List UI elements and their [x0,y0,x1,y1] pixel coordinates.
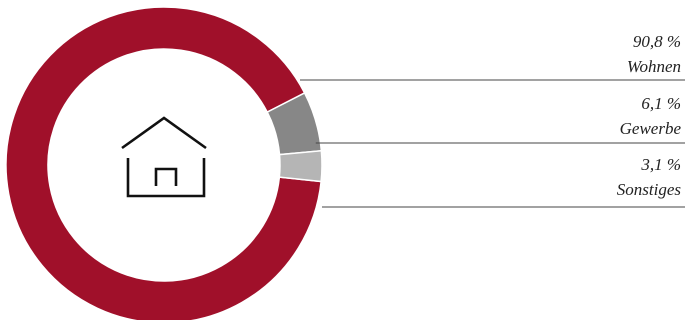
leader-lines [300,79,685,208]
category-label-wohnen: Wohnen [626,57,681,76]
slice-wohnen [5,6,322,320]
donut-slices [5,6,323,320]
house-icon [121,116,207,198]
value-label-wohnen: 90,8 % [632,32,681,51]
value-label-gewerbe: 6,1 % [641,94,681,113]
value-label-sonstiges: 3,1 % [641,155,681,174]
slice-sonstiges [278,149,323,183]
category-label-gewerbe: Gewerbe [619,119,681,138]
category-label-sonstiges: Sonstiges [616,180,681,199]
